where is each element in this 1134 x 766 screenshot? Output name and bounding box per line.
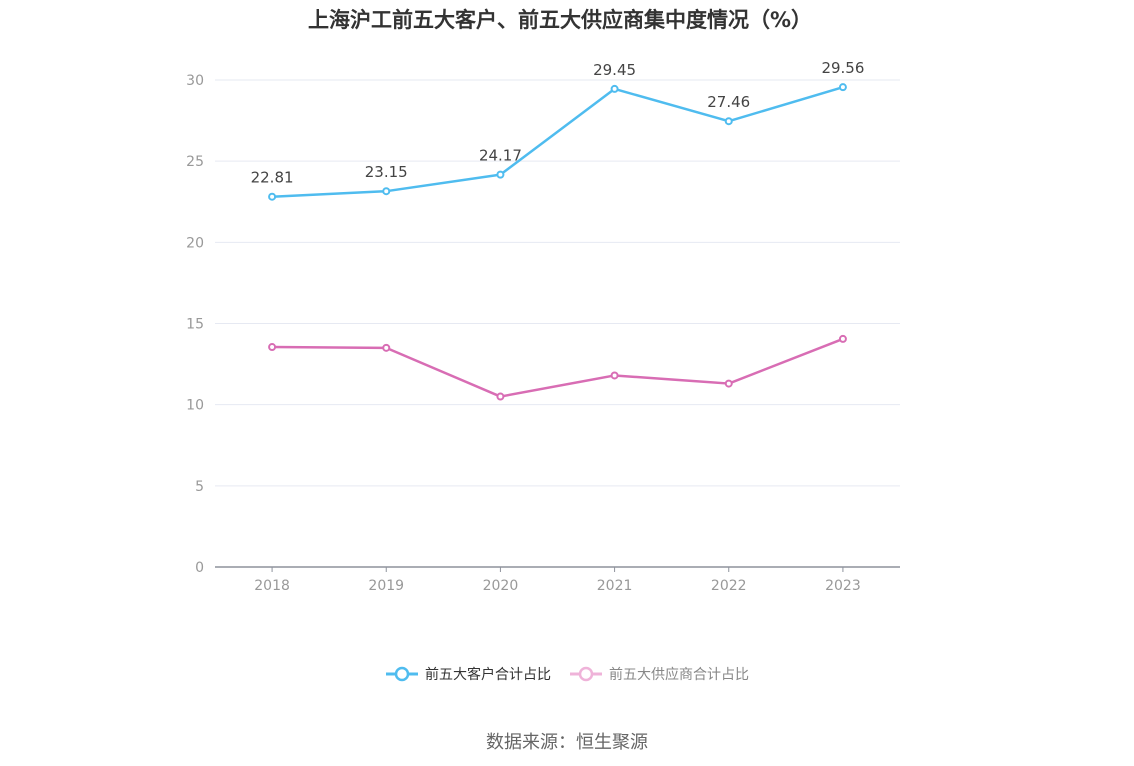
y-tick-label-15: 15 <box>186 317 204 333</box>
data-point-s1-2023 <box>838 334 847 343</box>
y-tick-label-0: 0 <box>195 560 204 576</box>
legend-marker-customers-icon <box>386 666 418 682</box>
chart-title: 上海沪工前五大客户、前五大供应商集中度情况（%） <box>307 8 813 32</box>
x-tick-label-2020: 2020 <box>483 578 519 594</box>
y-tick-label-10: 10 <box>186 398 204 414</box>
data-label-s0-2019: 23.15 <box>365 163 408 181</box>
y-tick-label-25: 25 <box>186 154 204 170</box>
y-tick-label-5: 5 <box>195 479 204 495</box>
data-label-s0-2021: 29.45 <box>593 61 636 79</box>
data-point-s1-2022 <box>724 379 733 388</box>
data-point-s0-2020 <box>496 170 505 179</box>
legend-label-suppliers: 前五大供应商合计占比 <box>609 667 749 683</box>
data-point-s1-2021 <box>610 371 619 380</box>
data-point-s1-2020 <box>496 392 505 401</box>
series-line-0 <box>272 85 844 198</box>
data-point-s0-2023 <box>838 83 847 92</box>
legend-item-suppliers[interactable]: 前五大供应商合计占比 <box>569 664 749 684</box>
legend-item-customers[interactable]: 前五大客户合计占比 <box>385 664 551 684</box>
data-label-s0-2022: 27.46 <box>707 93 750 111</box>
data-point-s0-2021 <box>610 84 619 93</box>
chart-legend: 前五大客户合计占比 前五大供应商合计占比 <box>0 664 1134 684</box>
x-tick-label-2018: 2018 <box>254 578 290 594</box>
legend-label-customers: 前五大客户合计占比 <box>425 667 551 683</box>
data-point-s0-2019 <box>382 187 391 196</box>
data-label-s0-2020: 24.17 <box>479 147 522 165</box>
data-label-s0-2018: 22.81 <box>251 169 294 187</box>
y-tick-label-20: 20 <box>186 235 204 251</box>
x-tick-label-2022: 2022 <box>711 578 747 594</box>
data-point-s1-2019 <box>382 343 391 352</box>
x-tick-label-2023: 2023 <box>825 578 861 594</box>
x-tick-label-2019: 2019 <box>368 578 404 594</box>
line-chart: 0 5 10 15 20 25 30 2018 2019 2020 2021 2022 2023 22.8… <box>186 59 900 594</box>
series-line-1 <box>272 337 844 398</box>
data-source: 数据来源：恒生聚源 <box>486 732 648 753</box>
y-tick-label-30: 30 <box>186 73 204 89</box>
legend-marker-suppliers-icon <box>570 666 602 682</box>
data-label-s0-2023: 29.56 <box>821 59 864 77</box>
data-point-s0-2018 <box>268 192 277 201</box>
data-point-s0-2022 <box>724 117 733 126</box>
data-point-s1-2018 <box>268 343 277 352</box>
x-tick-label-2021: 2021 <box>597 578 633 594</box>
